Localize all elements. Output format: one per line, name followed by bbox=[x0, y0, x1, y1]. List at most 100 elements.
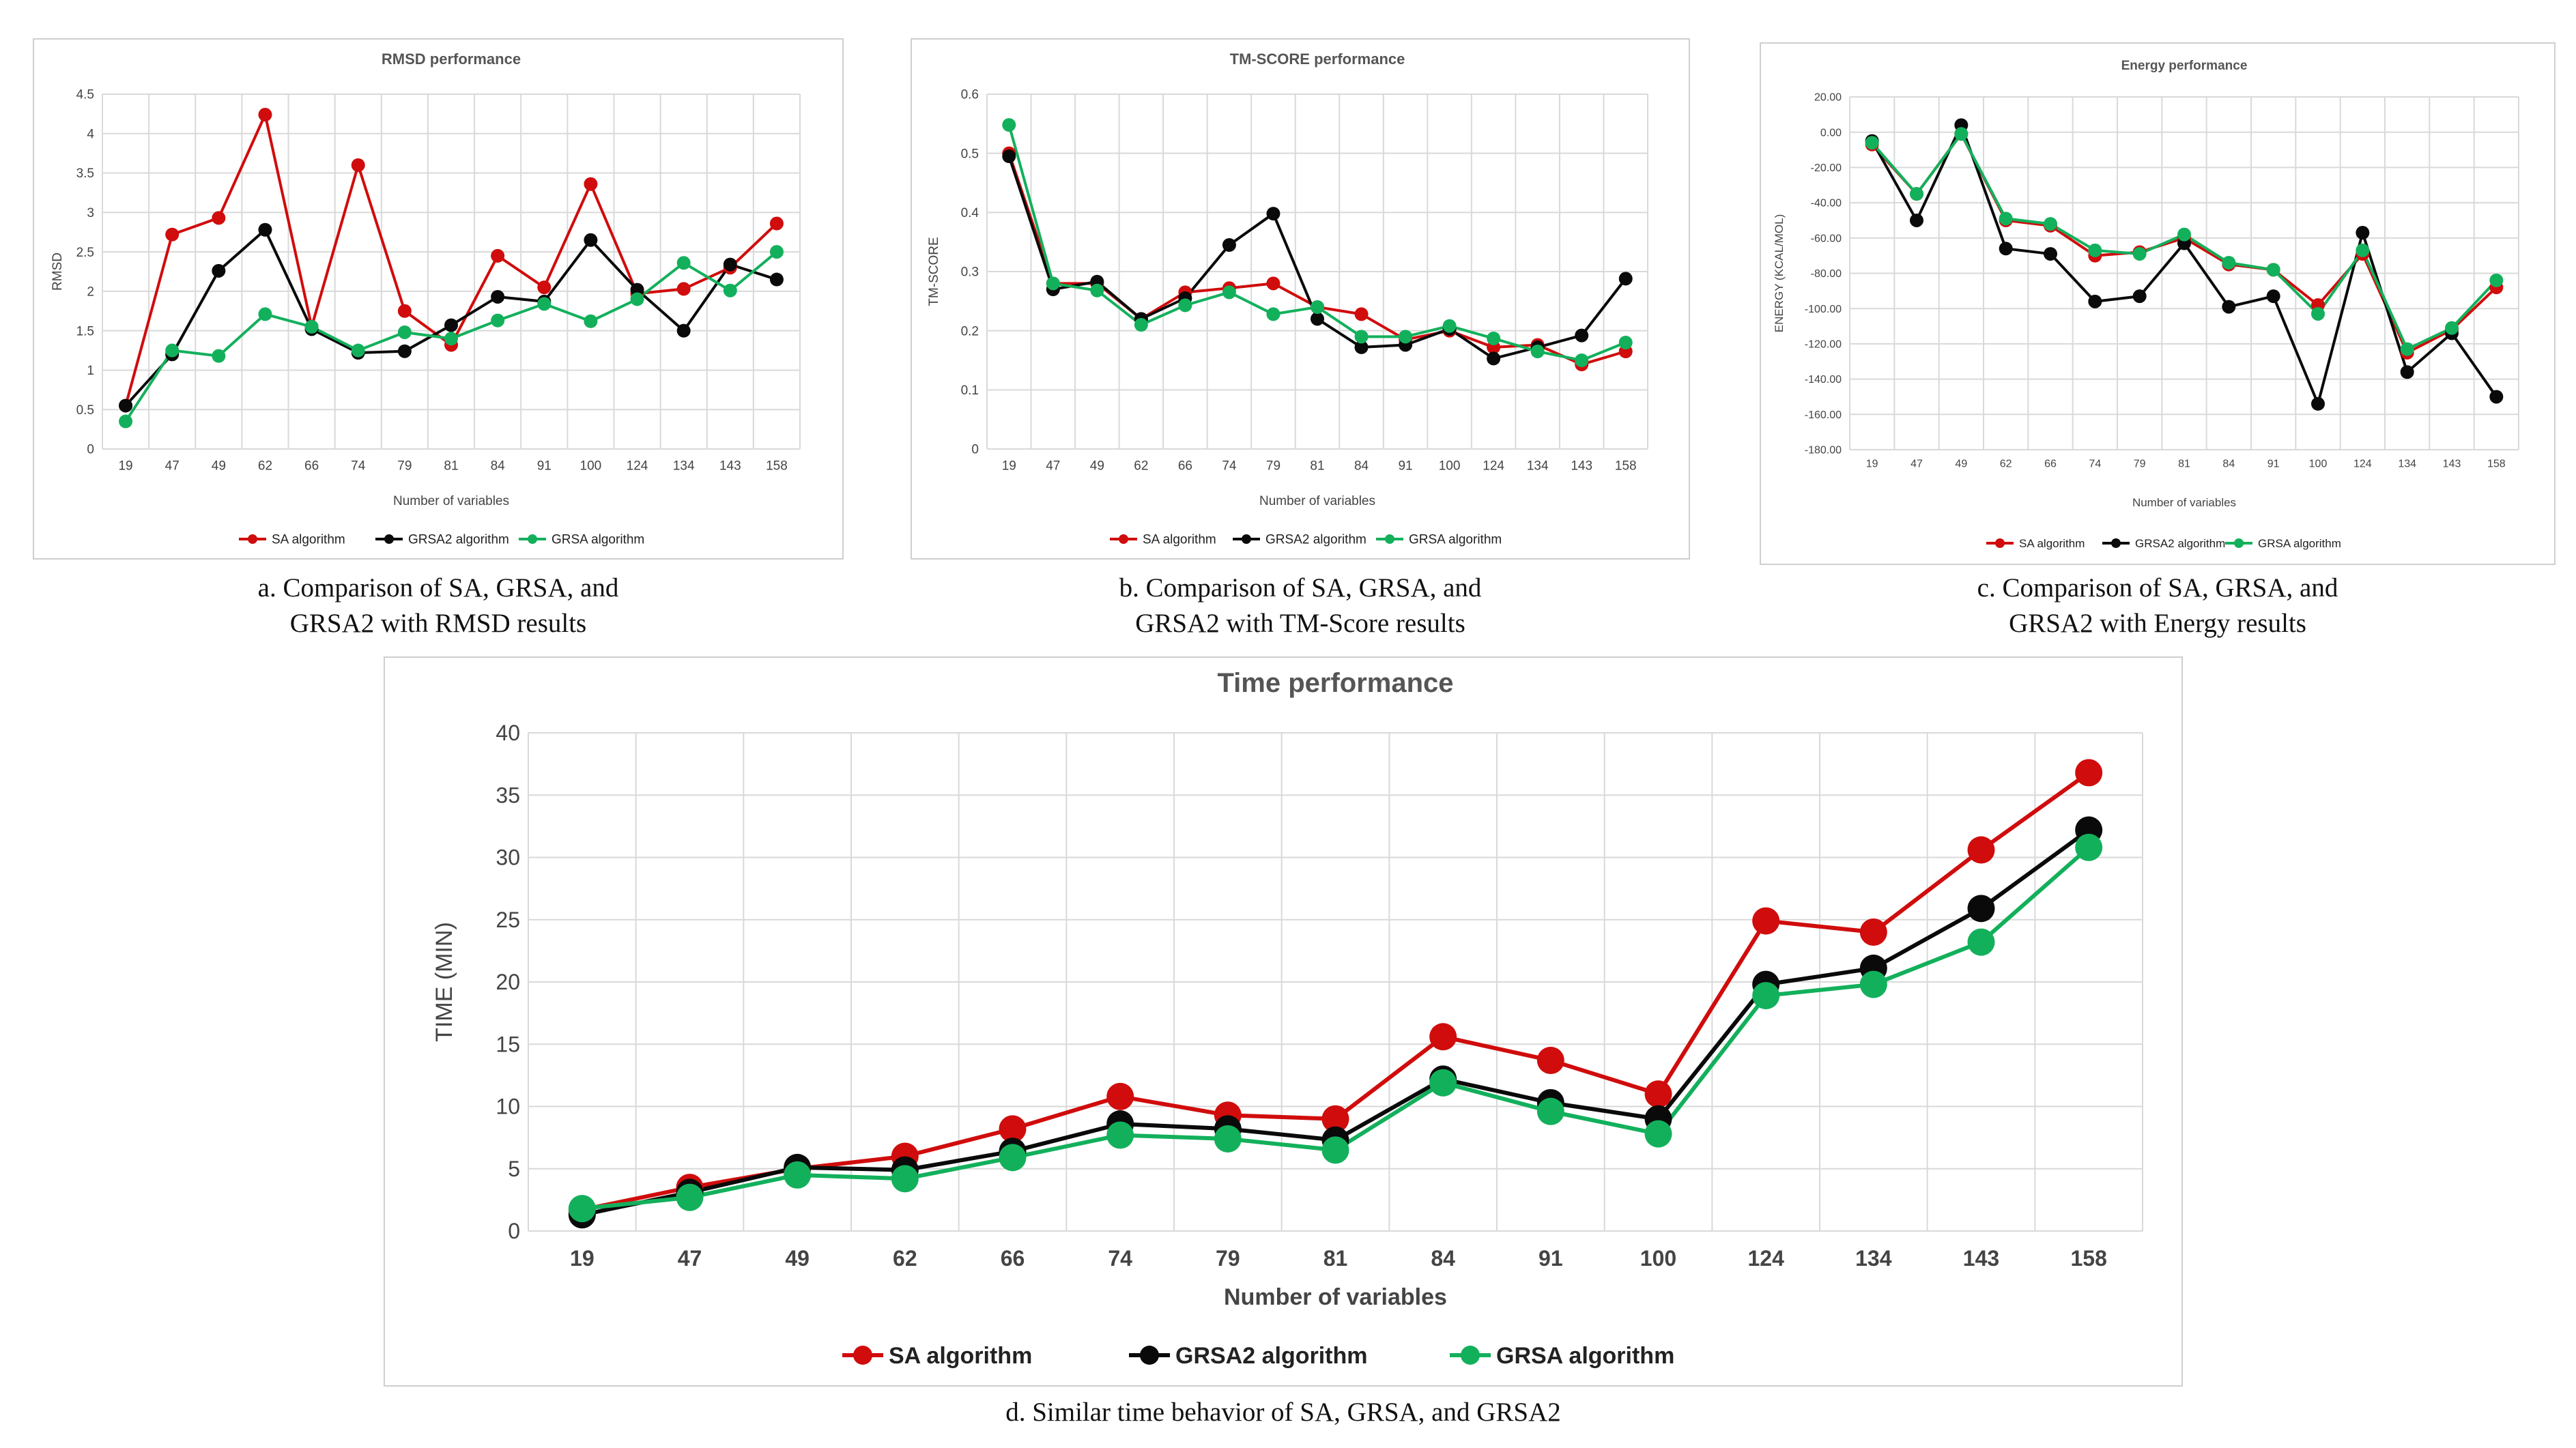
chart-b-series-grsa-point bbox=[1442, 319, 1457, 333]
chart-d-series-grsa-point bbox=[676, 1183, 704, 1211]
chart-b-series-grsa-point bbox=[1046, 276, 1060, 291]
chart-a-xtick-label: 84 bbox=[491, 459, 506, 473]
chart-a-series-grsa-point bbox=[119, 414, 133, 429]
chart-d-xtick-label: 81 bbox=[1323, 1246, 1348, 1271]
chart-a-series-sa-point bbox=[491, 248, 505, 263]
chart-a-series-grsa-point bbox=[491, 313, 505, 328]
chart-d-xtick-label: 66 bbox=[1001, 1246, 1025, 1271]
chart-a-ytick-label: 4 bbox=[87, 127, 94, 141]
chart-a-series-grsa2-point bbox=[212, 263, 226, 278]
chart-c-legend-grsa-label: GRSA algorithm bbox=[2258, 537, 2341, 550]
chart-b-series-grsa-point bbox=[1618, 336, 1633, 349]
chart-a-series-grsa2-point bbox=[584, 233, 598, 247]
energy-chart-panel: Energy performance 20.00 0.00 -20.00 -40.00 -… bbox=[1760, 42, 2556, 565]
chart-d-ytick-label: 40 bbox=[496, 721, 520, 745]
chart-a-xtick-label: 124 bbox=[627, 459, 648, 473]
chart-c-series-grsa2-point bbox=[1910, 213, 1923, 227]
chart-a-series-sa-point bbox=[397, 304, 412, 318]
chart-a-series-grsa-point bbox=[444, 332, 458, 346]
chart-c-ytick-label: 0.00 bbox=[1820, 127, 1842, 139]
chart-d-xtick-label: 143 bbox=[1963, 1246, 1999, 1271]
chart-d-series-grsa-point bbox=[1214, 1125, 1242, 1153]
chart-c-xtick-label: 124 bbox=[2353, 459, 2372, 470]
chart-d-ytick-label: 10 bbox=[496, 1095, 520, 1119]
chart-c-series-grsa2-point bbox=[2132, 289, 2147, 304]
chart-a-xtick-label: 79 bbox=[397, 459, 412, 473]
chart-d-xtick-label: 124 bbox=[1747, 1246, 1784, 1271]
chart-c-series-grsa-point bbox=[1865, 136, 1879, 150]
chart-b-xtick-label: 124 bbox=[1483, 459, 1504, 473]
chart-d-legend-grsa2-label: GRSA2 algorithm bbox=[1175, 1343, 1367, 1369]
chart-a-series-sa-point bbox=[258, 108, 272, 122]
chart-a-legend-sa-marker bbox=[248, 534, 257, 544]
chart-b-series-grsa-point bbox=[1575, 353, 1589, 367]
chart-d-series-sa-point bbox=[1644, 1080, 1672, 1108]
chart-b-series-grsa-point bbox=[1090, 283, 1104, 298]
chart-b-series-sa-point bbox=[1354, 307, 1369, 321]
chart-d-series-sa-point bbox=[1967, 836, 1995, 864]
chart-d-series-sa-point bbox=[999, 1115, 1027, 1143]
chart-c-series-grsa2-point bbox=[2356, 226, 2370, 240]
chart-a-xtick-label: 91 bbox=[537, 459, 552, 473]
chart-d-xtick-label: 84 bbox=[1431, 1246, 1455, 1271]
chart-b-xtick-label: 19 bbox=[1002, 459, 1016, 473]
chart-a-ytick-label: 2 bbox=[87, 285, 94, 300]
chart-a-xtick-label: 100 bbox=[580, 459, 602, 473]
chart-c-legend-grsa-marker bbox=[2234, 538, 2244, 548]
chart-d-series-grsa-point bbox=[2075, 833, 2103, 861]
chart-b-legend-grsa2-label: GRSA2 algorithm bbox=[1265, 533, 1366, 547]
chart-a-legend-grsa-marker bbox=[528, 534, 537, 544]
chart-a-series-grsa2-point bbox=[769, 272, 784, 287]
chart-a-legend-grsa2-marker bbox=[384, 534, 394, 544]
chart-a-legend-grsa-label: GRSA algorithm bbox=[552, 533, 644, 547]
chart-b-series-grsa-point bbox=[1311, 300, 1324, 314]
chart-c-xtick-label: 62 bbox=[2000, 459, 2012, 470]
chart-a-ytick-label: 3 bbox=[87, 206, 94, 220]
chart-b-series-grsa-point bbox=[1266, 307, 1280, 321]
chart-b-xtick-label: 91 bbox=[1398, 459, 1412, 473]
chart-c-xtick-label: 79 bbox=[2134, 459, 2146, 470]
chart-c-series-grsa2-point bbox=[2044, 247, 2057, 261]
chart-c-ytick-label: -120.00 bbox=[1805, 339, 1842, 351]
chart-c-title: Energy performance bbox=[2121, 59, 2248, 73]
chart-c-series-grsa-point bbox=[2088, 243, 2102, 257]
chart-a-ytick-label: 2.5 bbox=[76, 246, 94, 260]
caption-b-line1: b. Comparison of SA, GRSA, and bbox=[1119, 573, 1482, 603]
chart-a-series-grsa2-point bbox=[119, 399, 133, 413]
chart-c-series-grsa-point bbox=[2222, 255, 2236, 270]
chart-a-series-grsa-point bbox=[537, 297, 552, 311]
chart-d-series-grsa-point bbox=[999, 1144, 1027, 1172]
chart-b-legend-grsa2-marker bbox=[1242, 534, 1251, 544]
chart-d-series-sa-point bbox=[2075, 759, 2103, 787]
chart-a-series-grsa2-line bbox=[124, 228, 777, 407]
chart-a-series-grsa2-point bbox=[444, 318, 458, 332]
chart-a-series-grsa2-point bbox=[258, 222, 272, 237]
rmsd-chart-panel: RMSD performance 0 0.5 1 1.5 2 2.5 3 3.5 4 4.5 19 47… bbox=[33, 38, 844, 560]
chart-b-legend-sa-label: SA algorithm bbox=[1143, 533, 1216, 547]
chart-d-ytick-label: 20 bbox=[496, 970, 520, 994]
chart-a-series-grsa2-point bbox=[397, 344, 412, 358]
chart-c-series-grsa-point bbox=[2266, 263, 2280, 277]
chart-d-series-sa-point bbox=[1536, 1046, 1564, 1074]
chart-a-series-sa-point bbox=[676, 282, 691, 296]
chart-c-series-grsa-point bbox=[2044, 217, 2057, 231]
chart-d-series-grsa-point bbox=[1106, 1121, 1134, 1149]
chart-d-xlabel: Number of variables bbox=[1224, 1284, 1447, 1310]
chart-b-series-grsa-point bbox=[1399, 330, 1413, 344]
chart-a-xtick-label: 62 bbox=[258, 459, 272, 473]
chart-b-xtick-label: 100 bbox=[1439, 459, 1461, 473]
chart-a-series-sa-point bbox=[165, 227, 180, 242]
chart-d-ytick-label: 5 bbox=[508, 1157, 520, 1181]
chart-d-xtick-label: 91 bbox=[1539, 1246, 1563, 1271]
chart-b-series-grsa2-point bbox=[1487, 351, 1501, 366]
chart-a-series-grsa-point bbox=[304, 319, 319, 334]
chart-a-ytick-label: 0.5 bbox=[76, 403, 94, 418]
chart-c-ytick-label: -140.00 bbox=[1805, 374, 1842, 386]
chart-b-xtick-label: 49 bbox=[1090, 459, 1104, 473]
chart-b-series-grsa2-point bbox=[1618, 272, 1633, 286]
chart-c-xtick-label: 74 bbox=[2089, 459, 2101, 470]
chart-a-xtick-label: 47 bbox=[165, 459, 180, 473]
chart-b-series-grsa-point bbox=[1222, 285, 1236, 300]
chart-a-xtick-label: 134 bbox=[673, 459, 695, 473]
chart-b-title: TM-SCORE performance bbox=[1230, 50, 1405, 68]
